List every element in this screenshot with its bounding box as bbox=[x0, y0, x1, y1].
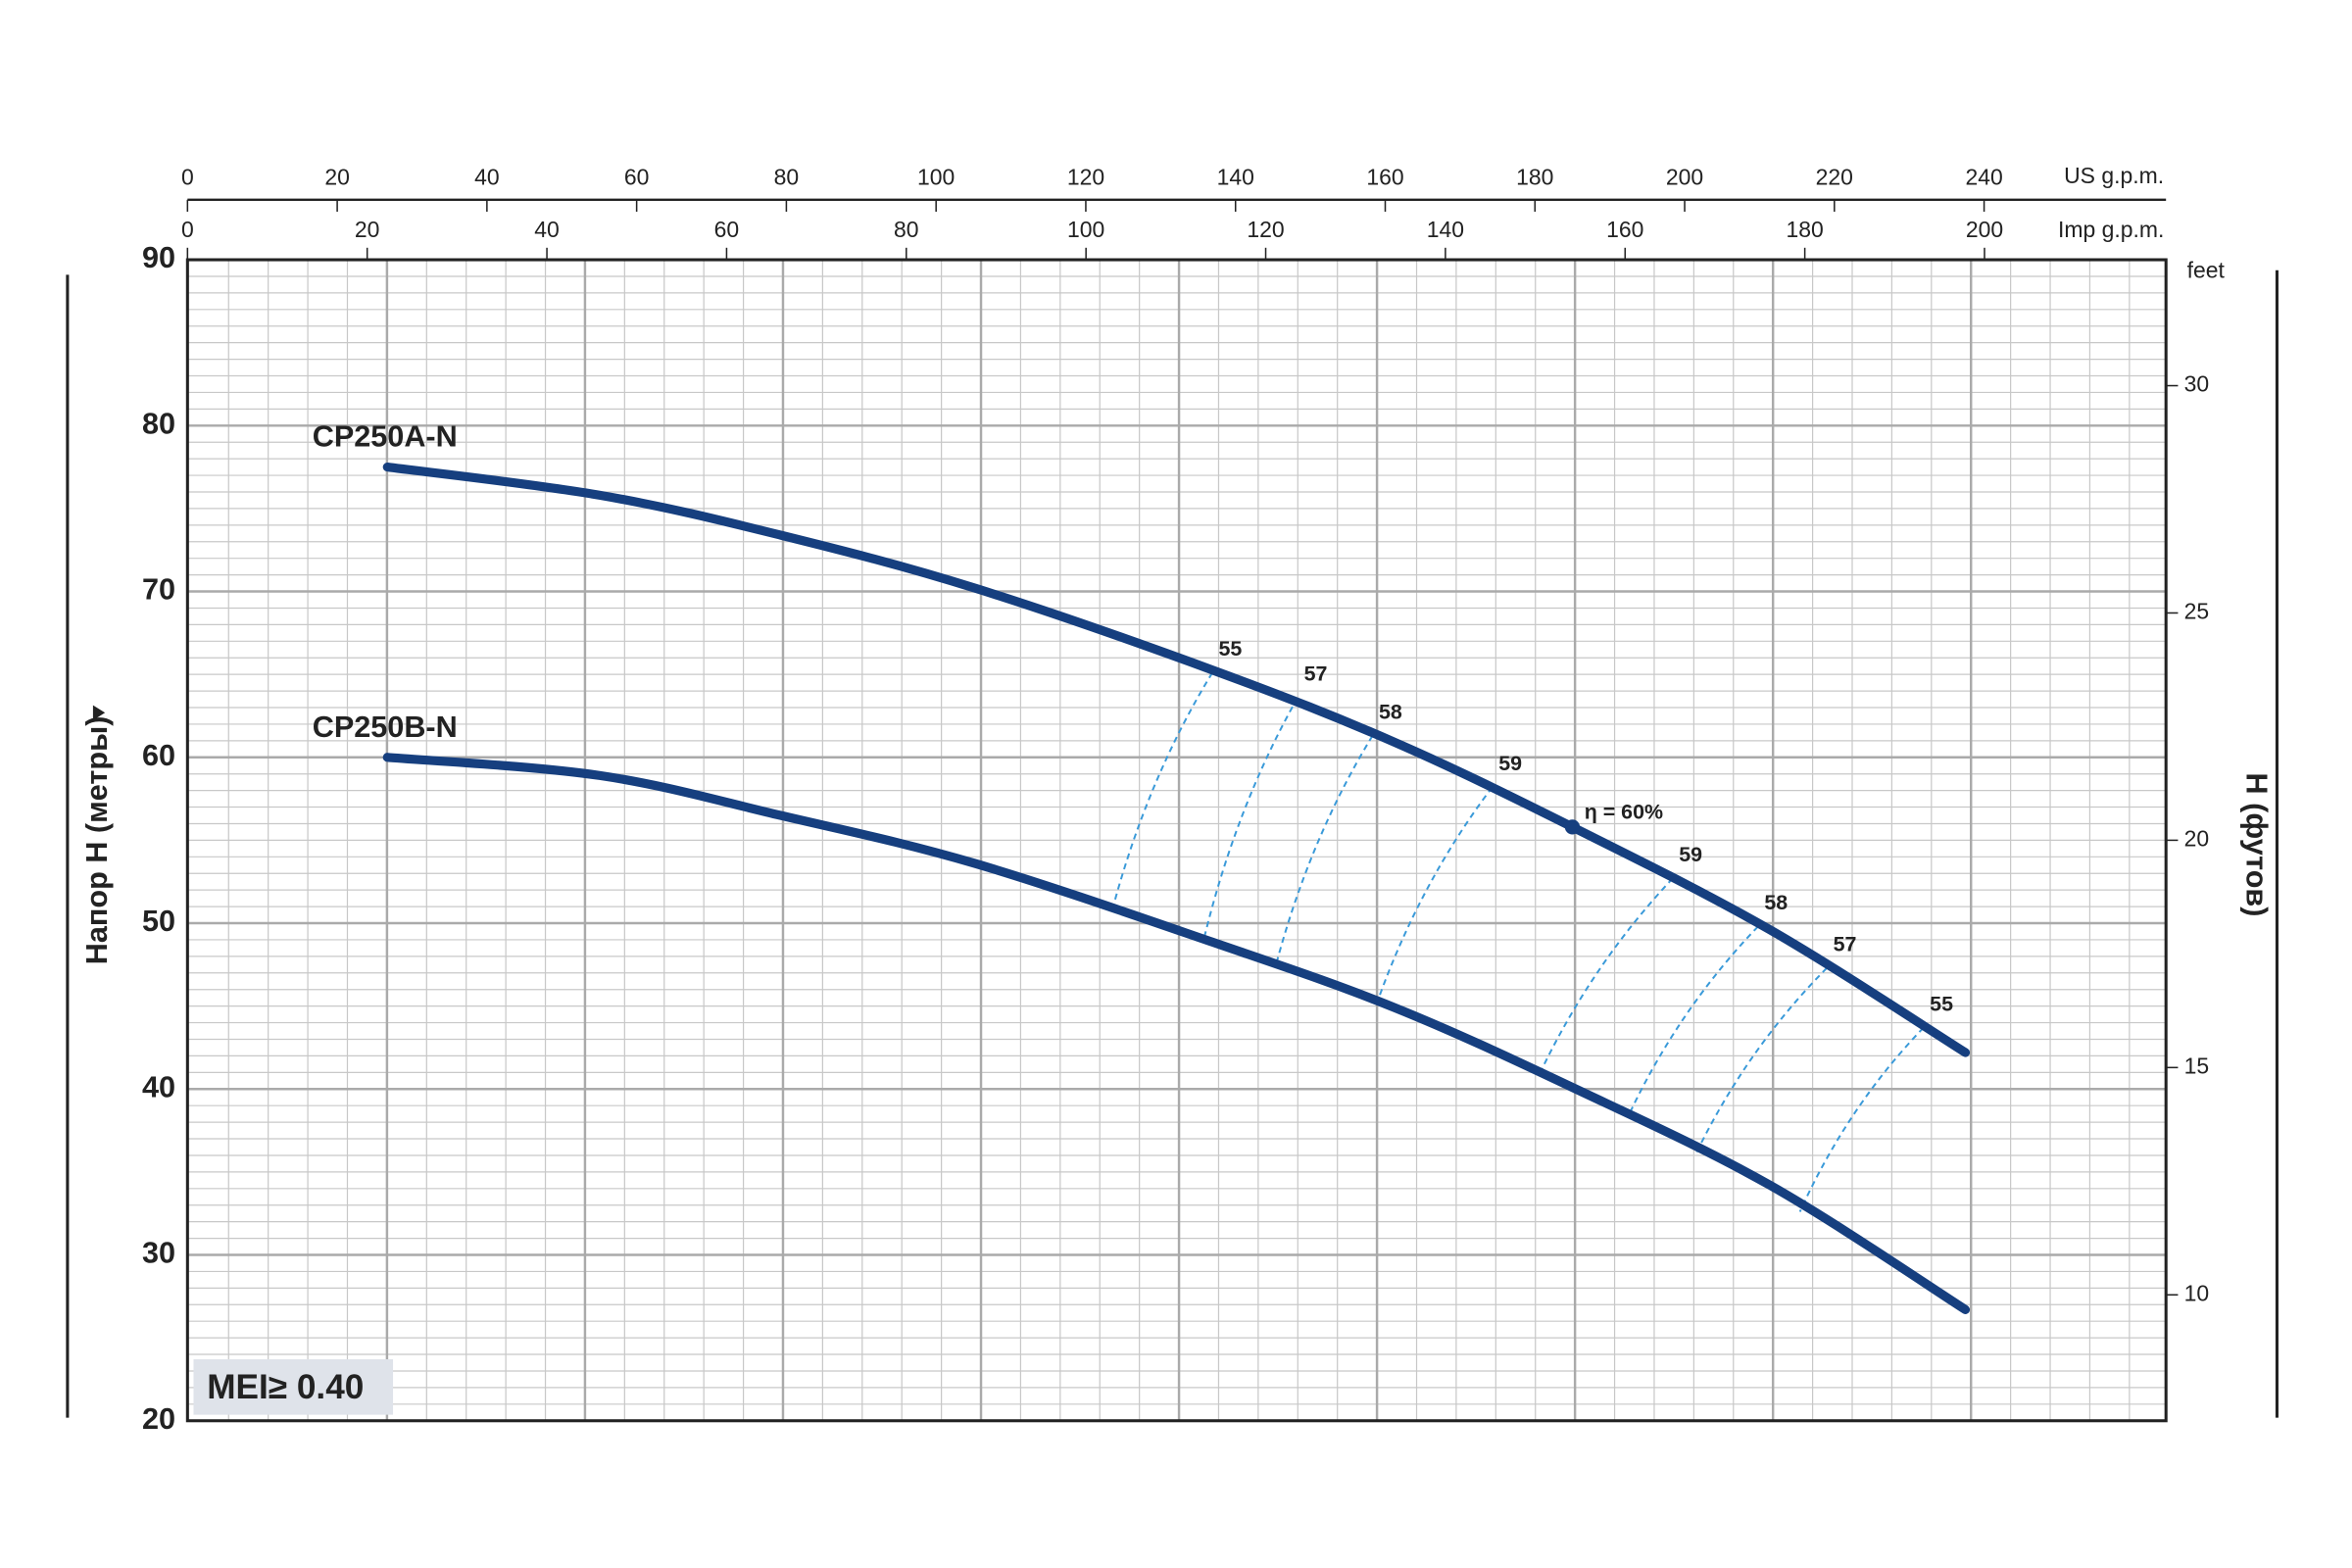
y2-tick-label: 20 bbox=[2184, 825, 2210, 851]
efficiency-line bbox=[1627, 925, 1759, 1118]
x-tick-label: 140 bbox=[1217, 164, 1254, 189]
y-tick-label: 60 bbox=[142, 739, 175, 772]
x-tick-label: 120 bbox=[1067, 164, 1104, 189]
x-tick-label: 240 bbox=[1965, 164, 2002, 189]
x-tick-label: 180 bbox=[1516, 164, 1553, 189]
x2-tick-label: 120 bbox=[1247, 217, 1284, 242]
y2-tick-label: 10 bbox=[2184, 1280, 2210, 1305]
x2-tick-label: 140 bbox=[1427, 217, 1464, 242]
efficiency-label: 57 bbox=[1834, 932, 1857, 956]
x-axis-label: US g.p.m. bbox=[2064, 163, 2164, 188]
efficiency-label: 57 bbox=[1304, 662, 1328, 686]
x2-tick-label: 100 bbox=[1067, 217, 1104, 242]
y2-tick-label: 30 bbox=[2184, 371, 2210, 397]
y2-axis-title: H (футов) bbox=[2239, 773, 2273, 917]
x-tick-label: 160 bbox=[1366, 164, 1403, 189]
y-tick-label: 70 bbox=[142, 573, 175, 607]
x-tick-label: 40 bbox=[474, 164, 500, 189]
y-tick-label: 80 bbox=[142, 407, 175, 440]
x2-tick-label: 160 bbox=[1606, 217, 1643, 242]
efficiency-label: 58 bbox=[1379, 700, 1402, 723]
y-tick-label: 50 bbox=[142, 905, 175, 938]
annotation-box bbox=[193, 1358, 394, 1415]
annotation: MEI≥ 0.40 bbox=[207, 1368, 364, 1406]
x-tick-label: 20 bbox=[324, 164, 350, 189]
x-tick-label: 100 bbox=[917, 164, 955, 189]
curve bbox=[382, 463, 1971, 1057]
efficiency-label: 59 bbox=[1679, 843, 1702, 866]
efficiency-line bbox=[1693, 967, 1828, 1156]
efficiency-label: 58 bbox=[1764, 891, 1788, 914]
x-tick-label: 200 bbox=[1666, 164, 1703, 189]
y2-tick-label: 15 bbox=[2184, 1053, 2210, 1078]
efficiency-line bbox=[1798, 1026, 1925, 1212]
y-tick-label: 40 bbox=[142, 1070, 175, 1103]
x-tick-label: 60 bbox=[624, 164, 650, 189]
curve bbox=[382, 753, 1971, 1314]
y2-axis-unit: feet bbox=[2187, 257, 2226, 282]
y-tick-label: 20 bbox=[142, 1402, 175, 1436]
efficiency-line bbox=[1537, 877, 1674, 1078]
efficiency-label: 59 bbox=[1498, 752, 1522, 775]
y-tick-label: 30 bbox=[142, 1237, 175, 1270]
series-label: CP250B-N bbox=[313, 710, 458, 744]
best-point-label: η = 60% bbox=[1585, 801, 1663, 824]
x2-tick-label: 0 bbox=[181, 217, 194, 242]
x2-axis-label: Imp g.p.m. bbox=[2058, 217, 2164, 242]
efficiency-line bbox=[1201, 697, 1298, 942]
x2-tick-label: 20 bbox=[355, 217, 380, 242]
efficiency-line bbox=[1376, 786, 1494, 1004]
best-point bbox=[1564, 819, 1581, 835]
x2-tick-label: 180 bbox=[1786, 217, 1823, 242]
y-title-arrow bbox=[92, 705, 106, 720]
efficiency-line bbox=[1111, 671, 1213, 909]
x2-tick-label: 60 bbox=[714, 217, 740, 242]
y-tick-label: 90 bbox=[142, 241, 175, 274]
x-tick-label: 0 bbox=[181, 164, 194, 189]
x2-tick-label: 40 bbox=[534, 217, 560, 242]
y-axis-title: Напор H (метры) bbox=[80, 716, 114, 965]
y2-tick-label: 25 bbox=[2184, 599, 2210, 624]
efficiency-label: 55 bbox=[1930, 992, 1953, 1015]
x2-tick-label: 200 bbox=[1966, 217, 2003, 242]
x2-tick-label: 80 bbox=[894, 217, 919, 242]
series-label: CP250A-N bbox=[313, 420, 458, 454]
grid bbox=[187, 258, 2167, 1422]
x-tick-label: 220 bbox=[1816, 164, 1853, 189]
efficiency-label: 55 bbox=[1219, 637, 1243, 661]
x-tick-label: 80 bbox=[774, 164, 800, 189]
